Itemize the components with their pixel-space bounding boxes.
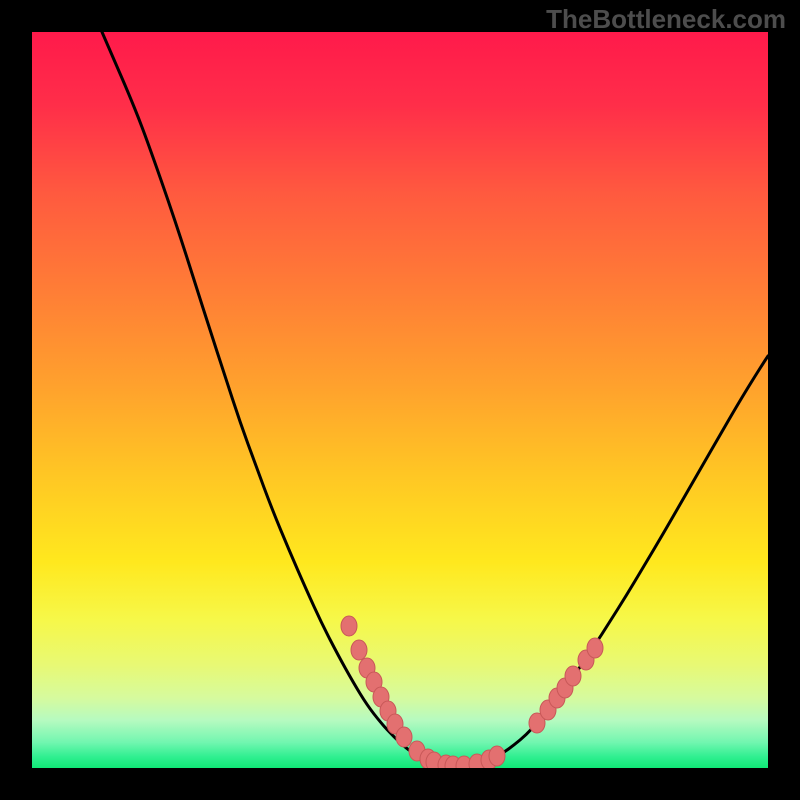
data-marker [489, 746, 505, 766]
gradient-background [32, 32, 768, 768]
data-marker [351, 640, 367, 660]
data-marker [341, 616, 357, 636]
watermark-text: TheBottleneck.com [546, 4, 786, 35]
plot-area [32, 32, 768, 768]
data-marker [396, 727, 412, 747]
plot-svg [32, 32, 768, 768]
data-marker [565, 666, 581, 686]
data-marker [587, 638, 603, 658]
